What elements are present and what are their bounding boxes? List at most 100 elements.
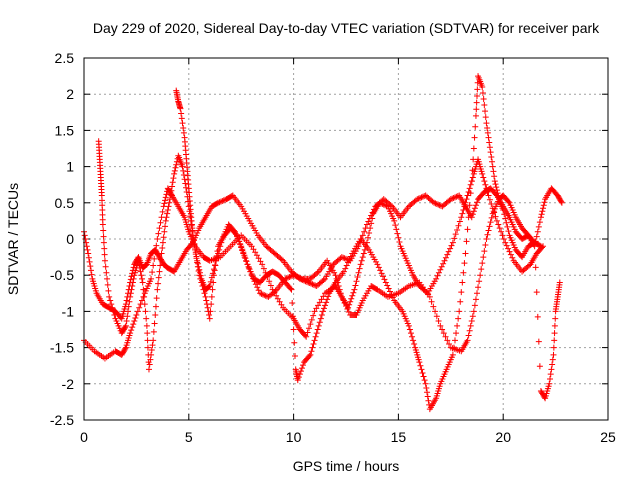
data-point <box>463 196 470 203</box>
data-point <box>380 201 387 208</box>
data-point <box>540 205 547 212</box>
data-point <box>484 129 491 136</box>
data-point <box>453 193 460 200</box>
data-point <box>466 202 473 209</box>
data-point <box>375 264 382 271</box>
x-tick-labels: 0 5 10 15 20 25 <box>80 429 616 445</box>
data-point <box>316 299 323 306</box>
data-point <box>449 351 456 358</box>
data-point <box>495 221 502 228</box>
data-point <box>406 326 413 333</box>
data-point <box>481 102 488 109</box>
data-point <box>285 274 292 281</box>
data-point <box>156 268 163 275</box>
data-point <box>496 225 503 232</box>
data-point <box>322 302 329 309</box>
data-point <box>479 89 486 96</box>
data-point <box>138 297 145 304</box>
data-point <box>450 344 457 351</box>
data-point <box>316 319 323 326</box>
data-point <box>534 228 541 235</box>
data-point <box>196 269 203 276</box>
data-point <box>102 263 109 270</box>
data-point <box>503 242 510 249</box>
data-point <box>143 322 150 329</box>
data-point <box>141 301 148 308</box>
data-point <box>475 284 482 291</box>
data-point <box>439 326 446 333</box>
data-point <box>203 297 210 304</box>
data-point <box>153 242 160 249</box>
data-point <box>461 260 468 267</box>
data-point <box>313 305 320 312</box>
y-tick-label: 0.5 <box>55 195 75 211</box>
data-point <box>411 340 418 347</box>
data-point <box>289 313 296 320</box>
x-tick-label: 0 <box>80 429 88 445</box>
data-point <box>550 344 557 351</box>
data-point <box>241 252 248 259</box>
data-point <box>101 251 108 258</box>
data-point <box>449 195 456 202</box>
data-point <box>423 289 430 296</box>
data-point <box>349 292 356 299</box>
data-point <box>551 330 558 337</box>
data-point <box>479 260 486 267</box>
data-point <box>157 219 164 226</box>
data-point <box>547 371 554 378</box>
data-point <box>165 203 172 210</box>
data-point <box>531 239 538 246</box>
data-point <box>503 219 510 226</box>
data-point <box>209 286 216 293</box>
data-point <box>286 274 293 281</box>
data-point <box>391 217 398 224</box>
data-point <box>155 280 162 287</box>
data-point <box>377 200 384 207</box>
data-point <box>451 194 458 201</box>
data-point <box>464 337 471 344</box>
data-point <box>101 245 108 252</box>
series-track-d <box>173 73 563 413</box>
data-point <box>484 188 491 195</box>
data-point <box>291 339 298 346</box>
data-point <box>432 200 439 207</box>
data-point <box>308 348 315 355</box>
data-point <box>445 248 452 255</box>
data-point <box>259 261 266 268</box>
data-point <box>491 178 498 185</box>
data-point <box>533 289 540 296</box>
x-tick-label: 20 <box>495 429 511 445</box>
data-point <box>347 253 354 260</box>
data-point <box>432 308 439 315</box>
data-point <box>474 93 480 100</box>
data-point <box>207 308 214 315</box>
data-point <box>156 225 163 232</box>
x-tick-label: 25 <box>600 429 616 445</box>
data-point <box>312 333 319 340</box>
data-point <box>415 195 422 202</box>
data-point <box>530 240 537 247</box>
data-point <box>217 198 224 205</box>
data-point <box>337 290 344 297</box>
data-point <box>437 266 444 273</box>
data-point <box>278 301 285 308</box>
data-point <box>500 236 507 242</box>
data-point <box>294 377 301 384</box>
data-point <box>471 205 478 212</box>
data-point <box>320 277 327 284</box>
data-point <box>389 294 396 301</box>
data-point <box>109 304 116 311</box>
data-point <box>314 269 321 276</box>
data-point <box>283 275 290 282</box>
data-point <box>220 197 227 204</box>
data-point <box>137 268 144 275</box>
data-point <box>141 293 148 300</box>
data-point <box>305 279 312 286</box>
data-point <box>487 149 494 156</box>
data-point <box>495 193 502 200</box>
data-point <box>130 275 137 282</box>
data-point <box>160 234 167 241</box>
data-point <box>110 308 117 315</box>
data-point <box>467 181 474 188</box>
data-point <box>127 330 134 337</box>
